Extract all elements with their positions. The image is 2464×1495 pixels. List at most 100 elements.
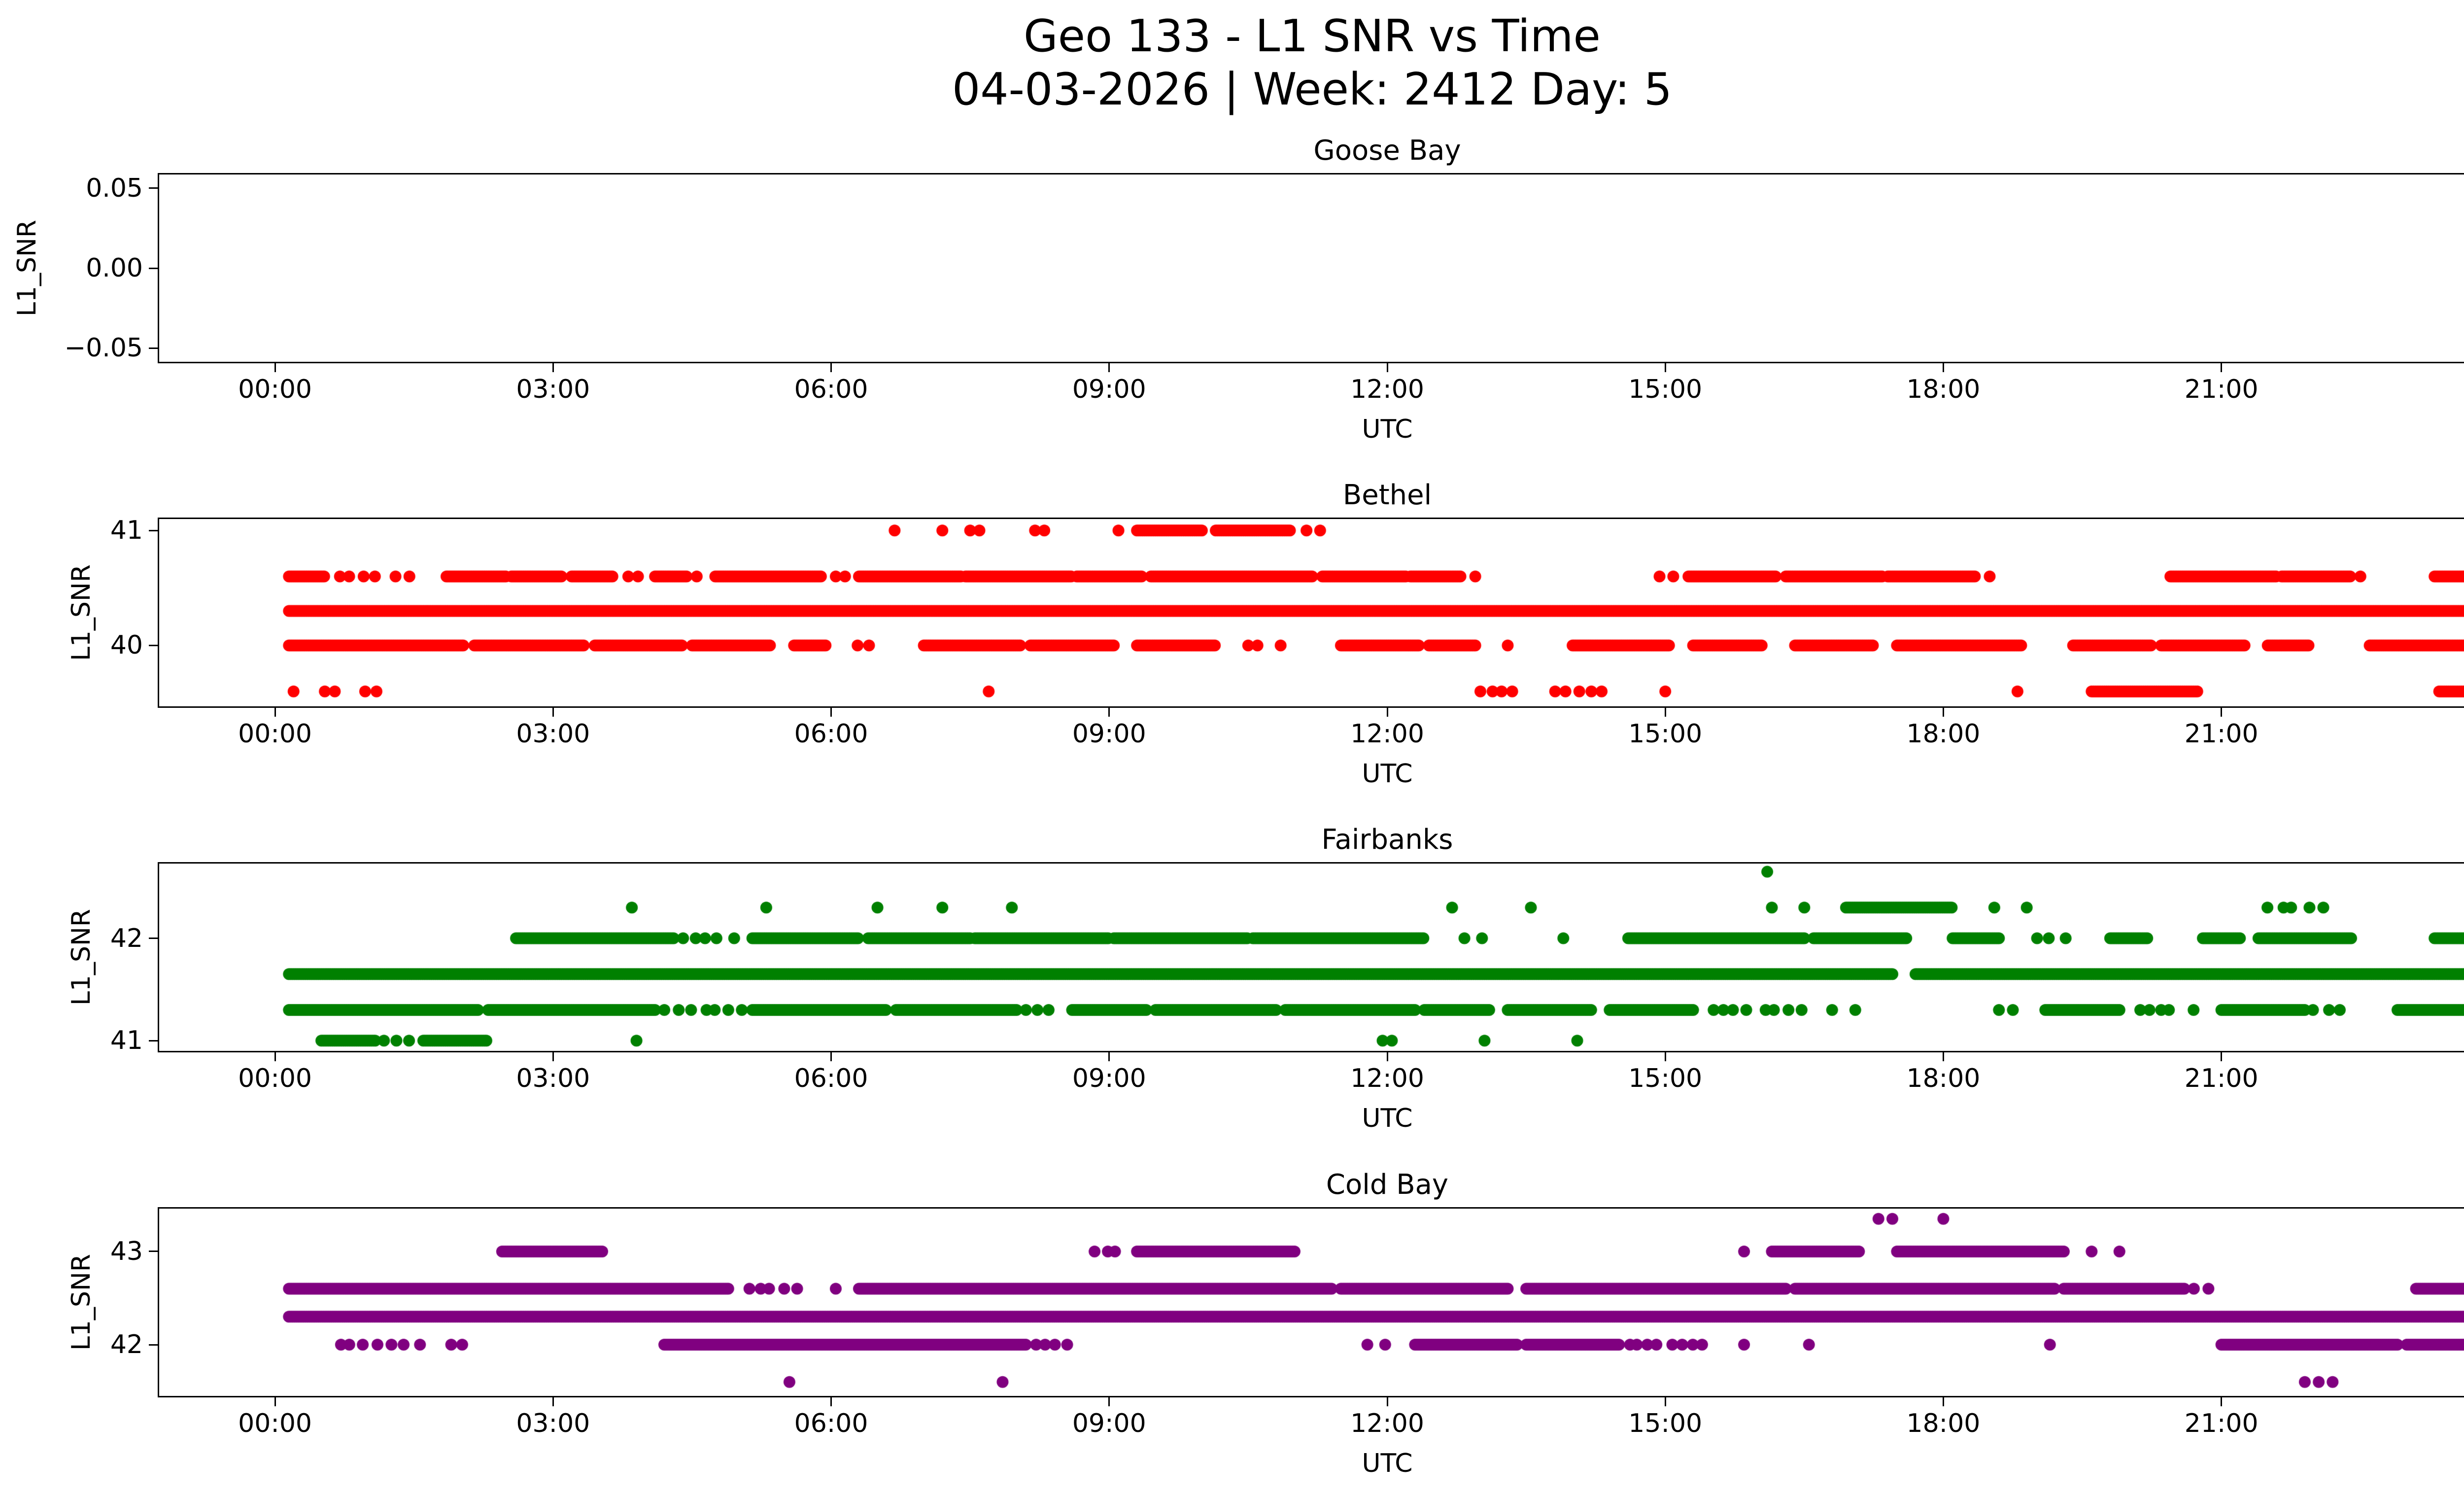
y-tick-label: 43 [110,1236,143,1266]
figure-subtitle: 04-03-2026 | Week: 2412 Day: 5 [952,64,1673,115]
x-tick-label: 03:00 [516,719,590,749]
x-tick-label: 15:00 [1628,375,1703,404]
x-tick-label: 18:00 [1906,375,1981,404]
x-tick-mark [1664,363,1666,372]
plot-canvas [159,864,2464,1051]
x-tick-label: 00:00 [238,375,312,404]
x-tick-mark [274,363,276,372]
x-tick-mark [1108,363,1110,372]
y-tick-label: 40 [110,630,143,661]
x-tick-label: 12:00 [1350,375,1424,404]
x-tick-mark [1942,1397,1944,1406]
plot-canvas [159,1209,2464,1396]
figure-title: Geo 133 - L1 SNR vs Time [1024,10,1601,62]
x-tick-label: 00:00 [238,719,312,749]
x-tick-mark [552,363,554,372]
y-tick-label: 0.05 [86,173,143,203]
x-tick-mark [2221,1052,2223,1061]
y-tick-mark [149,267,158,269]
x-tick-label: 06:00 [794,1409,868,1438]
y-tick-label: 41 [110,516,143,546]
x-tick-label: 06:00 [794,1064,868,1093]
x-tick-label: 00:00 [2463,1410,2464,1437]
y-tick-mark [149,529,158,531]
x-tick-label: 03:00 [516,375,590,404]
x-tick-label: 21:00 [2184,719,2259,749]
x-tick-label: 09:00 [1072,1064,1146,1093]
x-tick-label: 00:00 [238,1064,312,1093]
x-tick-mark [552,1397,554,1406]
x-tick-label: 21:00 [2184,1409,2259,1438]
x-tick-mark [274,1052,276,1061]
x-tick-mark [552,708,554,717]
x-tick-mark [2221,1397,2223,1406]
y-tick-mark [149,938,158,939]
y-tick-mark [149,1251,158,1252]
plot-canvas [159,174,2464,362]
x-tick-mark [830,708,832,717]
x-tick-label: 12:00 [1350,1064,1424,1093]
x-tick-label: 03:00 [516,1409,590,1438]
y-tick-label: 41 [110,1026,143,1056]
x-tick-mark [1386,708,1388,717]
x-tick-mark [1108,1052,1110,1061]
x-tick-label: 06:00 [794,375,868,404]
x-tick-mark [1664,708,1666,717]
y-tick-mark [149,347,158,349]
x-tick-label: 12:00 [1350,1409,1424,1438]
x-tick-label: 18:00 [1906,1064,1981,1093]
y-tick-label: 42 [110,923,143,953]
x-tick-label: 18:00 [1906,1409,1981,1438]
x-axis-label: UTC [1362,1449,1413,1478]
y-tick-mark [149,1040,158,1042]
y-axis-label: L1_SNR [67,1253,96,1351]
x-tick-mark [830,363,832,372]
subplot-title: Goose Bay [1313,135,1461,167]
x-tick-label: 18:00 [1906,719,1981,749]
x-tick-label: 12:00 [1350,719,1424,749]
x-tick-label: 09:00 [1072,719,1146,749]
x-tick-label: 00:00 [2463,721,2464,747]
y-axis-label: L1_SNR [67,908,96,1006]
x-axis-label: UTC [1362,415,1413,444]
x-tick-mark [830,1052,832,1061]
x-tick-label: 03:00 [516,1064,590,1093]
plot-frame [158,173,2464,363]
x-tick-label: 15:00 [1628,1064,1703,1093]
x-tick-mark [2221,708,2223,717]
x-tick-mark [552,1052,554,1061]
x-tick-mark [1108,708,1110,717]
x-tick-label: 15:00 [1628,719,1703,749]
x-axis-label: UTC [1362,759,1413,789]
x-tick-mark [2221,363,2223,372]
x-tick-label: 06:00 [794,719,868,749]
x-tick-mark [1664,1052,1666,1061]
x-tick-mark [1386,1397,1388,1406]
x-tick-mark [1108,1397,1110,1406]
x-tick-mark [1942,708,1944,717]
x-tick-label: 09:00 [1072,375,1146,404]
plot-canvas [159,519,2464,706]
plot-frame [158,862,2464,1052]
plot-frame [158,518,2464,708]
plot-frame [158,1207,2464,1397]
x-axis-label: UTC [1362,1104,1413,1133]
x-tick-label: 21:00 [2184,375,2259,404]
y-tick-label: 42 [110,1330,143,1360]
x-tick-mark [1664,1397,1666,1406]
x-tick-mark [1942,363,1944,372]
x-tick-mark [1386,1052,1388,1061]
x-tick-mark [274,1397,276,1406]
x-tick-label: 00:00 [238,1409,312,1438]
x-tick-label: 21:00 [2184,1064,2259,1093]
y-tick-mark [149,644,158,646]
y-axis-label: L1_SNR [67,564,96,661]
y-tick-label: −0.05 [64,333,143,363]
x-tick-mark [830,1397,832,1406]
x-tick-label: 15:00 [1628,1409,1703,1438]
x-tick-label: 00:00 [2463,1065,2464,1092]
x-tick-mark [274,708,276,717]
subplot-title: Bethel [1342,479,1432,511]
x-tick-mark [1386,363,1388,372]
subplot-title: Cold Bay [1326,1169,1449,1201]
